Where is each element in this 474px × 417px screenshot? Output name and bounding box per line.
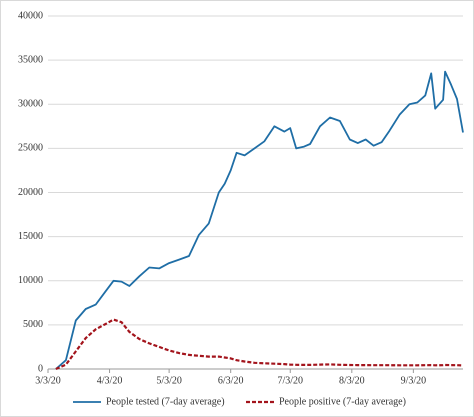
legend-label: People positive (7-day average) <box>279 396 406 407</box>
y-tick-label: 5000 <box>23 319 43 330</box>
series-line <box>55 70 464 370</box>
series-line <box>55 318 464 371</box>
y-tick-label: 0 <box>38 363 43 374</box>
x-tick-label: 8/3/20 <box>339 375 365 386</box>
y-tick-label: 15000 <box>18 231 43 242</box>
y-tick-label: 35000 <box>18 54 43 65</box>
y-tick-label: 40000 <box>18 10 43 21</box>
x-tick-label: 9/3/20 <box>401 375 427 386</box>
x-tick-label: 5/3/20 <box>156 375 182 386</box>
y-tick-label: 10000 <box>18 275 43 286</box>
x-tick-label: 6/3/20 <box>218 375 244 386</box>
x-tick-label: 4/3/20 <box>97 375 123 386</box>
y-tick-label: 30000 <box>18 99 43 110</box>
y-tick-label: 25000 <box>18 143 43 154</box>
x-tick-label: 7/3/20 <box>277 375 303 386</box>
y-tick-label: 20000 <box>18 187 43 198</box>
x-tick-label: 3/3/20 <box>35 375 61 386</box>
legend-label: People tested (7-day average) <box>106 396 225 407</box>
